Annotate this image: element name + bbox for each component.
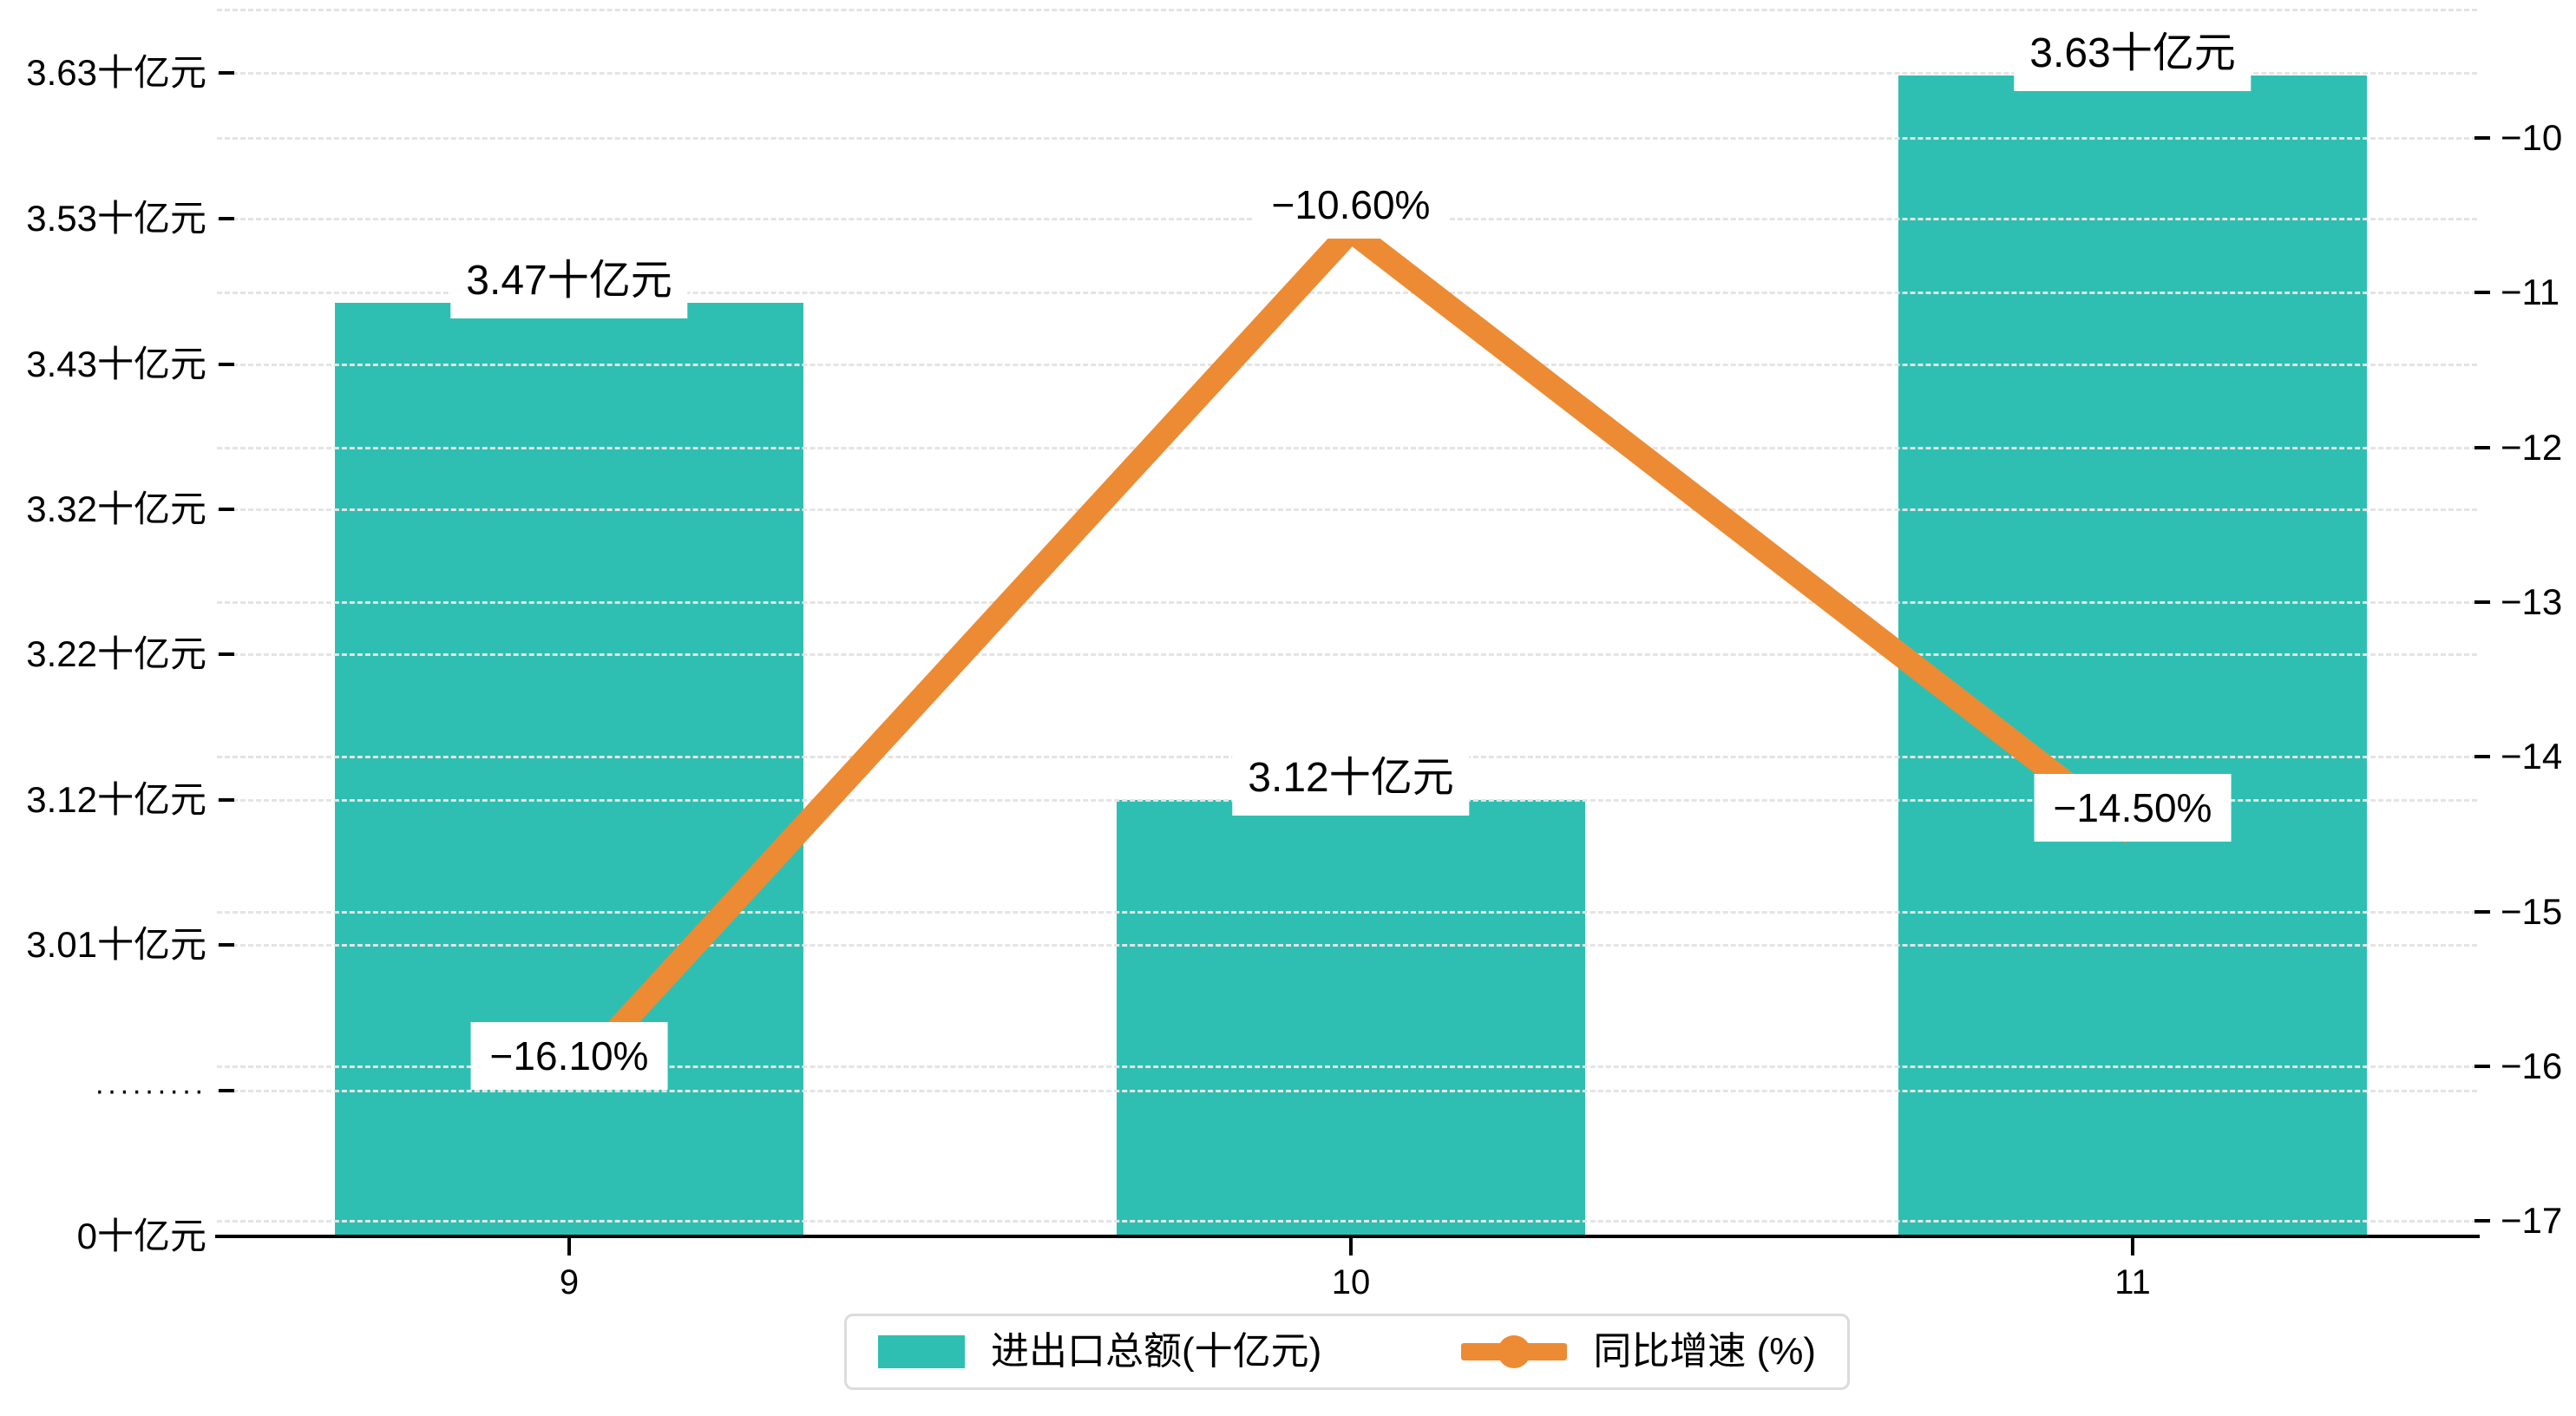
x-axis-tick-mark: [1349, 1238, 1353, 1255]
bar-series-swatch: [878, 1335, 965, 1368]
x-axis-tick-mark: [2131, 1238, 2134, 1255]
bar-value-label: 3.47十亿元: [450, 243, 688, 318]
right-axis-tick-label: −15: [2501, 891, 2563, 932]
gridline: [217, 508, 2477, 511]
line-series-marker-dot-icon: [1498, 1335, 1531, 1368]
right-axis-tick-mark: [2474, 755, 2490, 758]
left-axis-tick-label: 3.12十亿元: [26, 779, 206, 820]
gridline: [217, 1065, 2477, 1068]
growth-rate-label: −16.10%: [470, 1021, 668, 1090]
legend-bar-series-label: 进出口总额(十亿元): [991, 1330, 1322, 1373]
right-axis-tick-label: −12: [2501, 427, 2563, 468]
legend-item-line-series[interactable]: 同比增速 (%): [1461, 1326, 1816, 1378]
right-axis-tick-label: −10: [2501, 117, 2563, 158]
growth-rate-label: −14.50%: [2034, 774, 2232, 842]
left-axis-tick-mark: [219, 217, 234, 220]
x-axis-tick-label: 10: [1331, 1263, 1371, 1301]
left-axis-tick-mark: [219, 1089, 234, 1092]
left-axis-tick-mark: [219, 798, 234, 802]
left-axis-tick-mark: [219, 1235, 234, 1238]
right-axis-tick-mark: [2474, 1065, 2490, 1068]
x-axis-tick-label: 11: [2114, 1263, 2151, 1301]
right-axis-tick-mark: [2474, 1219, 2490, 1223]
right-axis-tick-label: −17: [2501, 1200, 2563, 1241]
left-axis-tick-mark: [219, 363, 234, 366]
growth-line-segment-2: [1343, 221, 2140, 844]
gridline: [217, 911, 2477, 914]
gridline: [217, 601, 2477, 604]
left-axis-tick-label: 0十亿元: [76, 1216, 206, 1256]
left-axis-tick-label: 3.01十亿元: [26, 924, 206, 965]
gridline: [217, 72, 2477, 75]
gridline: [217, 447, 2477, 449]
growth-rate-label: −10.60%: [1252, 170, 1450, 239]
right-axis-tick-mark: [2474, 136, 2490, 140]
right-axis-tick-label: −14: [2501, 736, 2563, 777]
left-axis-tick-mark: [219, 508, 234, 511]
x-axis-tick-mark: [567, 1238, 571, 1255]
right-axis-tick-label: −11: [2501, 272, 2560, 312]
left-axis-tick-mark: [219, 943, 234, 947]
bar-month-11[interactable]: [1898, 75, 2367, 1236]
left-axis-tick-mark: [219, 71, 234, 75]
gridline: [217, 1220, 2477, 1223]
left-axis-tick-mark: [219, 652, 234, 656]
growth-line-segment-1: [560, 222, 1360, 1090]
right-axis-tick-mark: [2474, 446, 2490, 449]
gridline: [217, 9, 2477, 11]
gridline: [217, 944, 2477, 947]
left-axis-tick-label: ·········: [95, 1074, 206, 1107]
gridline: [217, 137, 2477, 140]
x-axis-line: [215, 1235, 2480, 1238]
gridline: [217, 1090, 2477, 1092]
bar-value-label: 3.12十亿元: [1232, 740, 1470, 816]
left-axis-tick-label: 3.32十亿元: [26, 488, 206, 529]
bar-month-10[interactable]: [1117, 799, 1585, 1236]
left-axis-tick-label: 3.43十亿元: [26, 344, 206, 384]
legend-item-bar-series[interactable]: 进出口总额(十亿元): [878, 1326, 1321, 1378]
left-axis-tick-label: 3.63十亿元: [26, 52, 206, 93]
legend: 进出口总额(十亿元) 同比增速 (%): [844, 1314, 1850, 1390]
left-axis-tick-label: 3.53十亿元: [26, 198, 206, 239]
gridline: [217, 364, 2477, 366]
right-axis-tick-label: −16: [2501, 1046, 2563, 1086]
gridline: [217, 653, 2477, 656]
right-axis-tick-mark: [2474, 600, 2490, 604]
gridline: [217, 292, 2477, 294]
bar-value-label: 3.63十亿元: [2014, 16, 2252, 91]
right-axis-tick-mark: [2474, 291, 2490, 294]
x-axis-tick-label: 9: [559, 1263, 580, 1301]
legend-line-series-label: 同比增速 (%): [1593, 1330, 1816, 1373]
right-axis-tick-mark: [2474, 910, 2490, 914]
right-axis-tick-label: −13: [2501, 581, 2563, 622]
line-series-swatch: [1461, 1335, 1568, 1368]
left-axis-tick-label: 3.22十亿元: [26, 633, 206, 674]
